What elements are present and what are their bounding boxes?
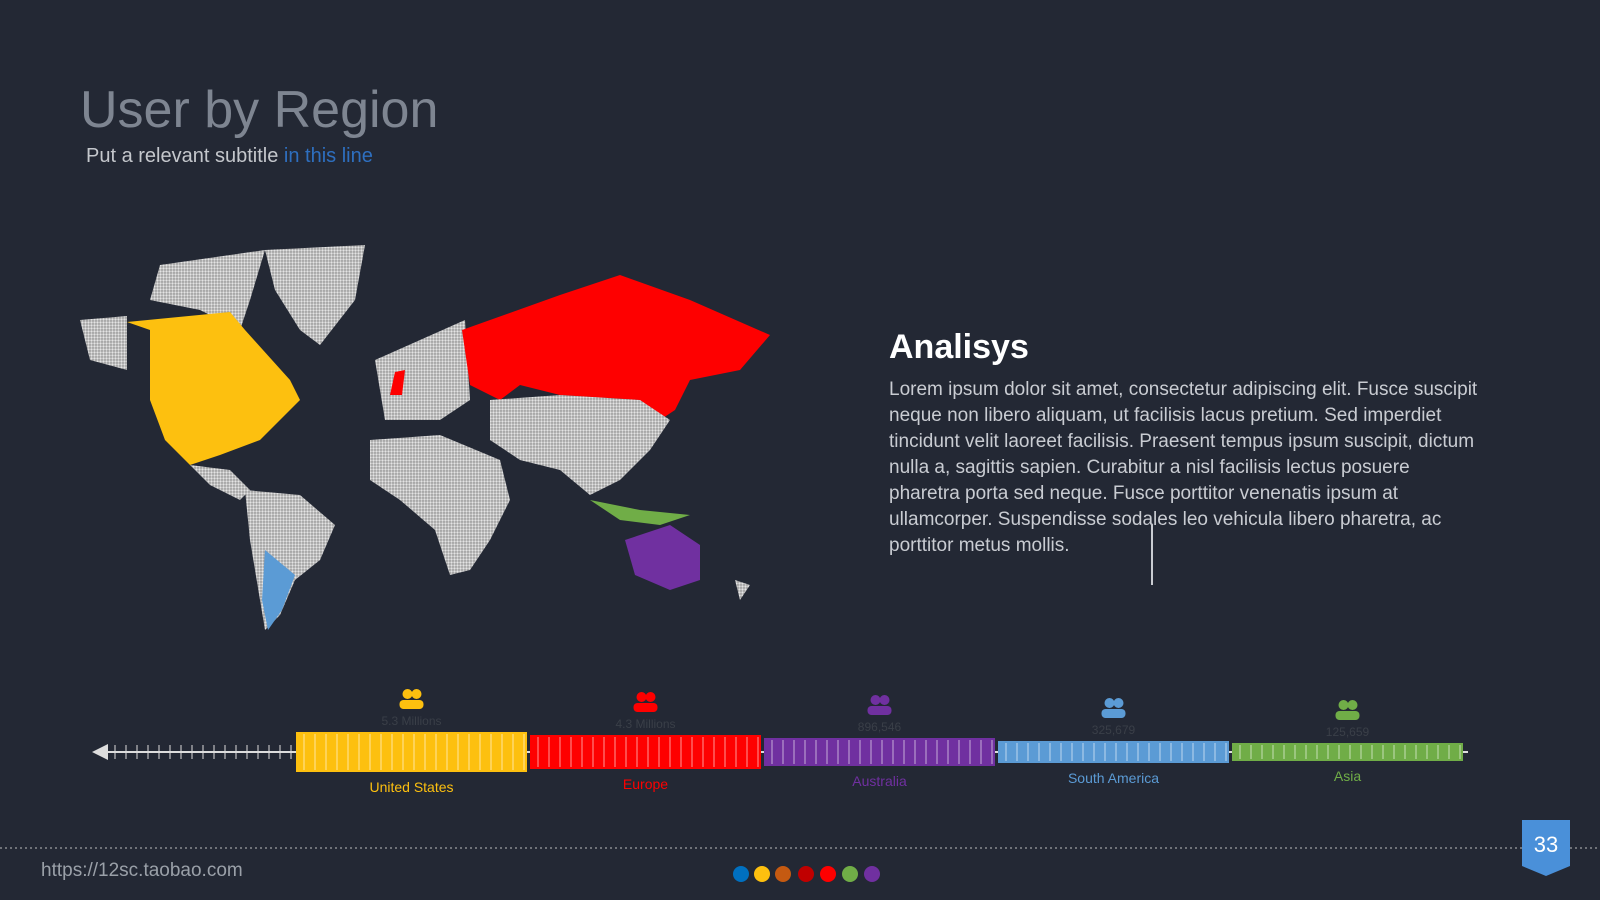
region-name: Australia: [852, 773, 907, 789]
region-bar: [530, 735, 761, 769]
subtitle-highlight: in this line: [283, 145, 373, 167]
region-name: United States: [369, 779, 453, 795]
title: User by Region: [80, 81, 439, 139]
region-bar: [1232, 743, 1463, 761]
region-value: 4.3 Millions: [615, 717, 675, 731]
page-number: 33: [1534, 832, 1558, 857]
region-icon: [1335, 711, 1360, 720]
region-icon: [1104, 698, 1115, 708]
region-icon: [1101, 709, 1126, 718]
region-icon: [402, 689, 413, 699]
region-icon: [879, 695, 890, 705]
timeline: 5.3 Millions United States 4.3 Millions Eur…: [92, 689, 1468, 795]
region-icon: [1338, 700, 1349, 710]
region-value: 325,679: [1092, 723, 1136, 737]
region-name: Europe: [623, 776, 668, 792]
footer-dots: [733, 866, 880, 882]
region-bar: [998, 741, 1229, 763]
region-icon: [399, 700, 424, 709]
region-name: South America: [1068, 770, 1159, 786]
region-value: 896,546: [858, 720, 902, 734]
region-bar: [764, 738, 995, 766]
region-icon: [636, 692, 647, 702]
region-value: 5.3 Millions: [381, 714, 441, 728]
subtitle-text: Put a relevant subtitle: [86, 145, 284, 167]
region-icon: [633, 703, 658, 712]
region-icon: [1113, 698, 1124, 708]
analysis-heading: Analisys: [889, 328, 1029, 366]
subtitle: Put a relevant subtitle in this line: [86, 145, 373, 168]
region-icon: [645, 692, 656, 702]
region-icon: [411, 689, 422, 699]
region-name: Asia: [1334, 768, 1361, 784]
world-map: [80, 245, 770, 630]
region-icon: [870, 695, 881, 705]
region-icon: [867, 706, 892, 715]
page-badge: [1522, 820, 1570, 876]
region-bar: [296, 732, 527, 772]
region-icon: [1347, 700, 1358, 710]
footer-url: https://12sc.taobao.com: [41, 860, 243, 881]
analysis-body: Lorem ipsum dolor sit amet, consectetur …: [889, 379, 1478, 556]
region-value: 125,659: [1326, 725, 1370, 739]
